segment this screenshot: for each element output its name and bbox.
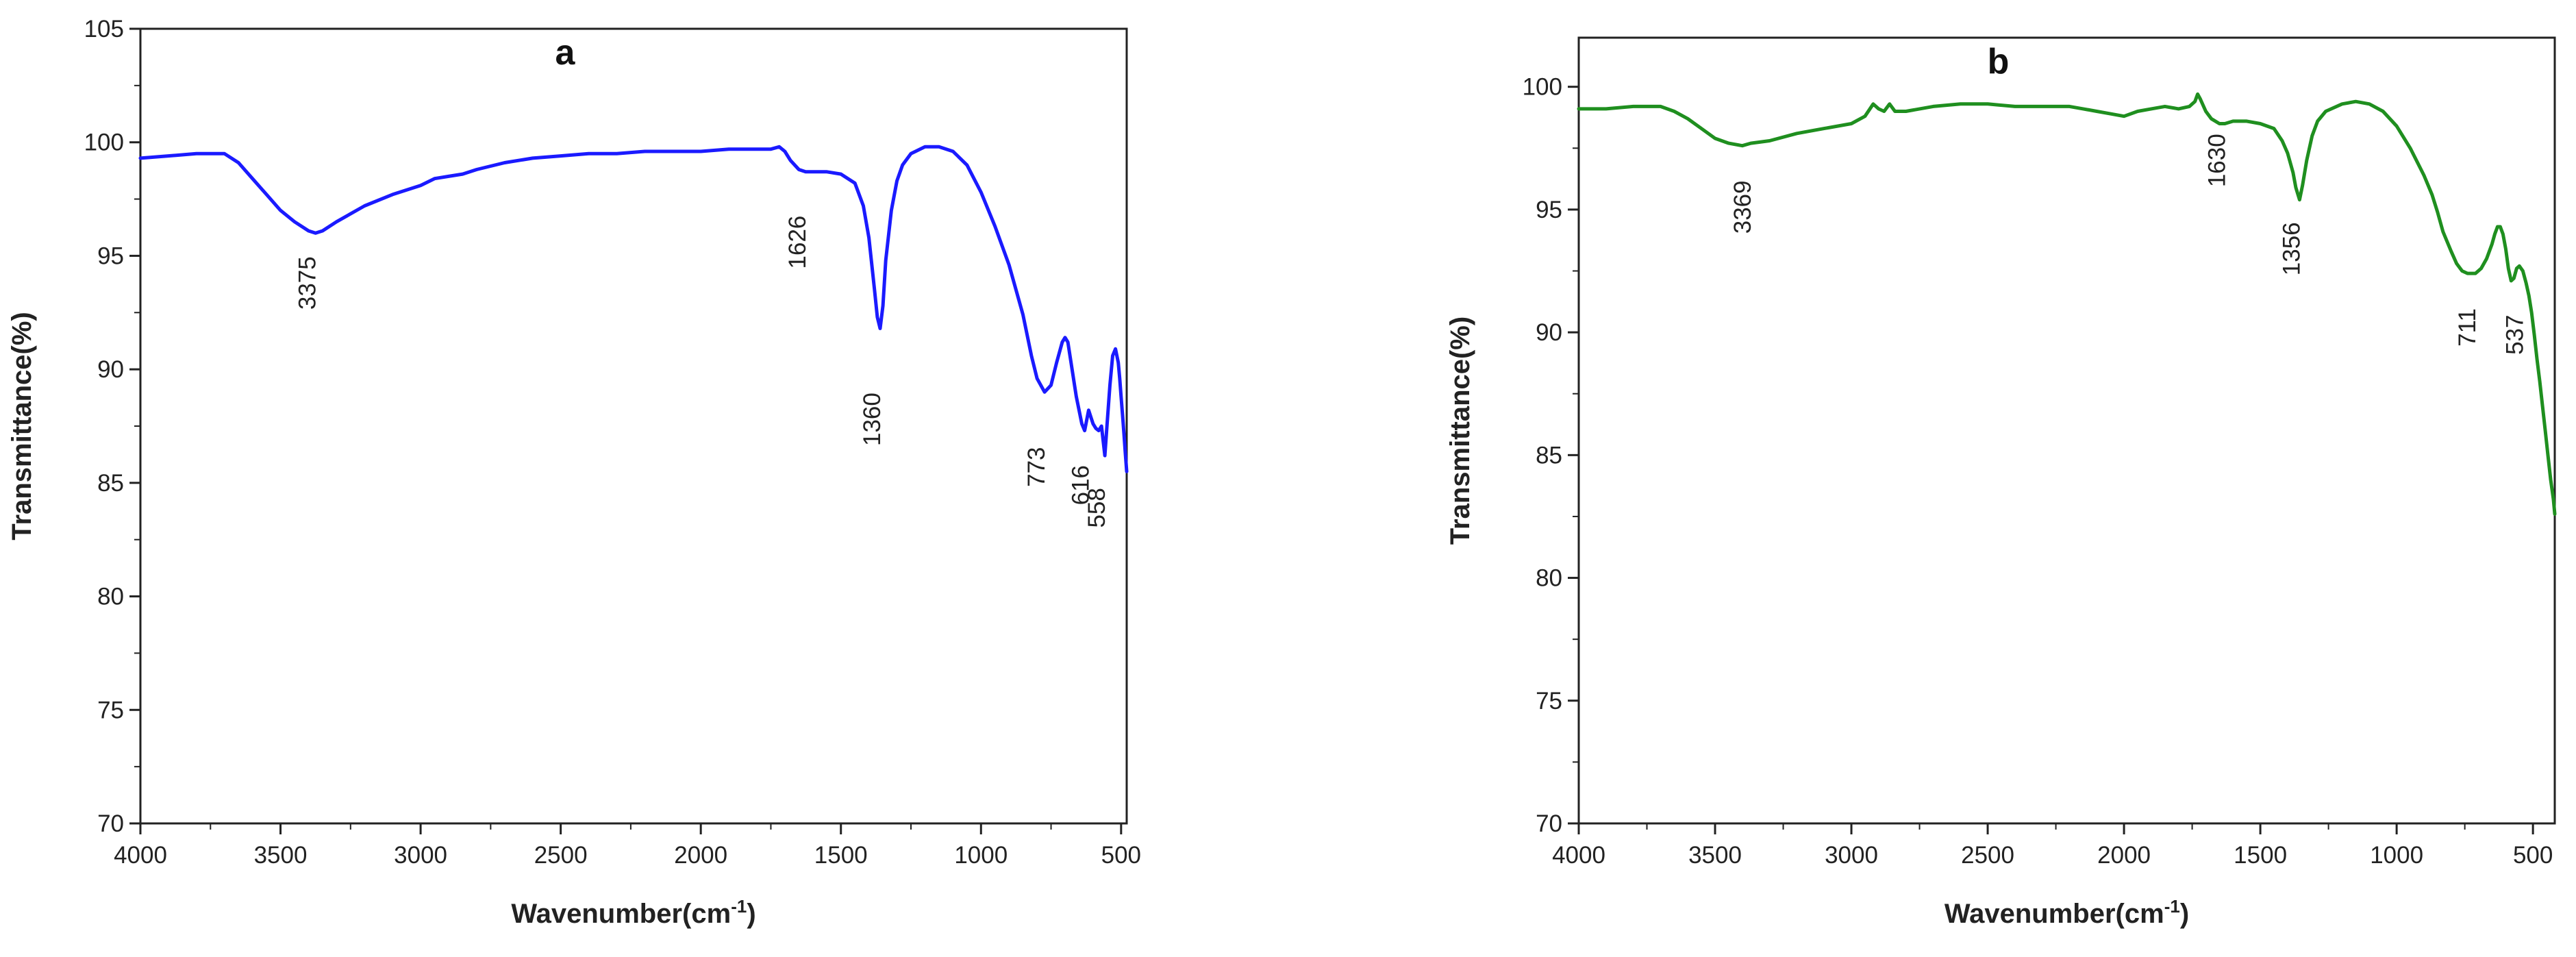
panel-a-ytick-label: 80 — [97, 584, 124, 610]
panel-a-peak-label-773: 773 — [1023, 447, 1050, 486]
panel-b-xtick-label: 500 — [2513, 842, 2553, 869]
panel-a-ytick-label: 105 — [84, 16, 124, 42]
panel-a-peak-label-1360: 1360 — [859, 393, 886, 446]
panel-a-xtick-label: 2000 — [674, 842, 727, 869]
panel-a-plot-frame — [139, 27, 1128, 825]
panel-b-xtick-label: 3000 — [1825, 842, 1878, 869]
panel-a-xtick-label: 2500 — [534, 842, 588, 869]
panel-b-xtick-label: 1500 — [2234, 842, 2287, 869]
panel-b-ytick-label: 90 — [1536, 319, 1562, 346]
panel-a-ytick-label: 90 — [97, 356, 124, 383]
panel-b-ytick-label: 85 — [1536, 442, 1562, 469]
panel-b-xtick-label: 2000 — [2097, 842, 2151, 869]
panel-b-series-line — [1577, 92, 2557, 516]
panel-a-y-axis-title: Transmittance(%) — [7, 312, 37, 540]
panel-b-label: b — [1988, 42, 2010, 82]
panel-a-x-axis-title: Wavenumber(cm-1) — [511, 896, 755, 929]
panel-b-xtick-label: 3500 — [1688, 842, 1742, 869]
panel-a-ytick-label: 100 — [84, 129, 124, 156]
panel-b-peak-label-537: 537 — [2501, 315, 2528, 355]
panel-a-ytick-label: 75 — [97, 697, 124, 723]
panel-a-series-line — [138, 145, 1129, 473]
panel-a-xtick-label: 1500 — [814, 842, 868, 869]
panel-a-peak-label-3375: 3375 — [295, 256, 321, 310]
panel-b-plot-frame — [1577, 36, 2556, 825]
panel-b-xtick-label: 4000 — [1552, 842, 1605, 869]
panel-b-peak-label-1630: 1630 — [2203, 134, 2230, 187]
panel-a-peak-label-1626: 1626 — [784, 216, 811, 269]
panel-b-y-axis-title: Transmittance(%) — [1445, 316, 1475, 545]
panel-b-ytick-label: 100 — [1523, 74, 1562, 101]
panel-a-xtick-label: 4000 — [114, 842, 167, 869]
panel-b-ytick-label: 80 — [1536, 565, 1562, 592]
panel-b-peak-label-711: 711 — [2454, 308, 2481, 347]
panel-b: 4000 3500 3000 2500 2000 1500 1000 500 70 75 80 85 9… — [1445, 36, 2557, 929]
panel-a-label: a — [555, 33, 576, 73]
panel-a-peak-label-616: 616 — [1067, 465, 1094, 505]
panel-a-ytick-label: 85 — [97, 470, 124, 497]
panel-a-peak-label-558: 558 — [1084, 488, 1110, 527]
panel-b-peak-label-1356: 1356 — [2278, 222, 2305, 275]
panel-b-xtick-label: 2500 — [1961, 842, 2014, 869]
panel-b-x-axis-title: Wavenumber(cm-1) — [1944, 896, 2189, 929]
panel-a-xtick-label: 1000 — [954, 842, 1008, 869]
panel-b-ytick-label: 70 — [1536, 810, 1562, 837]
panel-a-ytick-label: 70 — [97, 810, 124, 837]
panel-a-xtick-label: 3500 — [254, 842, 308, 869]
panel-a-xtick-label: 3000 — [394, 842, 447, 869]
panel-b-xtick-label: 1000 — [2370, 842, 2423, 869]
panel-b-ytick-label: 75 — [1536, 688, 1562, 714]
panel-a-ytick-label: 95 — [97, 243, 124, 269]
panel-b-ytick-label: 95 — [1536, 197, 1562, 223]
panel-a-xtick-label: 500 — [1101, 842, 1141, 869]
panel-b-peak-label-3369: 3369 — [1729, 180, 1756, 234]
panel-a: 4000 3500 3000 2500 2000 1500 1000 500 70 75 80 85 9… — [7, 16, 1141, 929]
